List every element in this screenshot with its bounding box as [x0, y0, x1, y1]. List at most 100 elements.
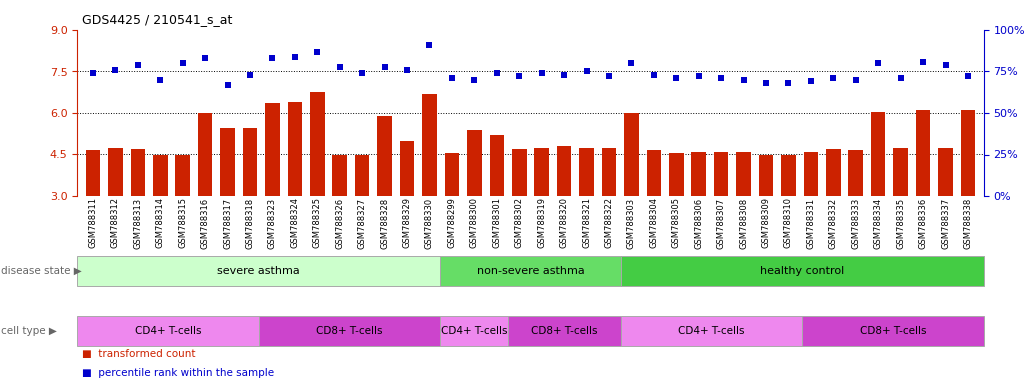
Text: non-severe asthma: non-severe asthma — [477, 266, 584, 276]
Bar — [826, 149, 840, 196]
Point — [152, 77, 169, 83]
Text: CD4+ T-cells: CD4+ T-cells — [679, 326, 745, 336]
Point — [265, 55, 281, 61]
Bar — [893, 147, 907, 196]
Bar — [355, 154, 370, 196]
Bar — [198, 113, 212, 196]
Point — [937, 62, 954, 68]
Point — [623, 60, 640, 66]
Point — [556, 72, 573, 78]
Point — [399, 67, 415, 73]
Bar — [512, 149, 526, 196]
Point — [421, 42, 438, 48]
Point — [174, 60, 191, 66]
Bar — [85, 151, 100, 196]
Text: CD8+ T-cells: CD8+ T-cells — [316, 326, 382, 336]
Text: CD8+ T-cells: CD8+ T-cells — [860, 326, 926, 336]
Bar — [489, 135, 504, 196]
Bar — [243, 128, 258, 196]
Bar — [916, 110, 930, 196]
Bar — [108, 147, 123, 196]
Bar — [422, 94, 437, 196]
Bar — [153, 154, 168, 196]
Bar — [400, 141, 414, 196]
Bar — [265, 103, 280, 196]
Bar — [77, 256, 440, 286]
Point — [467, 77, 483, 83]
Text: CD8+ T-cells: CD8+ T-cells — [531, 326, 597, 336]
Point — [534, 70, 550, 76]
Bar — [131, 149, 145, 196]
Bar — [802, 316, 984, 346]
Bar — [440, 316, 508, 346]
Bar — [557, 146, 572, 196]
Bar — [621, 256, 984, 286]
Text: ■  transformed count: ■ transformed count — [82, 349, 196, 359]
Point — [107, 67, 124, 73]
Text: disease state ▶: disease state ▶ — [1, 266, 81, 276]
Text: severe asthma: severe asthma — [217, 266, 300, 276]
Bar — [714, 152, 728, 196]
Point — [915, 58, 931, 65]
Bar — [467, 129, 482, 196]
Text: CD4+ T-cells: CD4+ T-cells — [135, 326, 201, 336]
Bar — [781, 154, 796, 196]
Bar — [333, 154, 347, 196]
Bar — [602, 147, 616, 196]
Point — [690, 73, 707, 79]
Bar — [77, 316, 259, 346]
Text: CD4+ T-cells: CD4+ T-cells — [441, 326, 507, 336]
Point — [802, 78, 819, 84]
Bar — [691, 152, 706, 196]
Point — [130, 62, 146, 68]
Bar — [440, 256, 621, 286]
Point — [242, 72, 259, 78]
Point — [376, 63, 392, 70]
Bar — [871, 112, 886, 196]
Point — [511, 73, 527, 79]
Point — [848, 77, 864, 83]
Point — [780, 80, 796, 86]
Point — [84, 70, 101, 76]
Point — [646, 72, 662, 78]
Bar — [759, 154, 774, 196]
Point — [870, 60, 887, 66]
Point — [668, 75, 685, 81]
Point — [354, 70, 371, 76]
Point — [892, 75, 908, 81]
Bar — [259, 316, 440, 346]
Bar — [624, 113, 639, 196]
Bar — [938, 147, 953, 196]
Point — [960, 73, 976, 79]
Bar — [175, 154, 190, 196]
Bar — [647, 151, 661, 196]
Point — [825, 75, 842, 81]
Bar — [621, 316, 802, 346]
Bar — [377, 116, 391, 196]
Text: cell type ▶: cell type ▶ — [1, 326, 57, 336]
Point — [332, 63, 348, 70]
Text: GDS4425 / 210541_s_at: GDS4425 / 210541_s_at — [82, 13, 233, 26]
Bar — [736, 152, 751, 196]
Point — [219, 82, 236, 88]
Text: healthy control: healthy control — [760, 266, 845, 276]
Bar — [849, 151, 863, 196]
Bar — [287, 102, 302, 196]
Bar — [445, 153, 459, 196]
Bar — [535, 147, 549, 196]
Bar — [579, 147, 594, 196]
Bar — [220, 128, 235, 196]
Bar — [803, 152, 818, 196]
Point — [600, 73, 617, 79]
Text: ■  percentile rank within the sample: ■ percentile rank within the sample — [82, 368, 275, 378]
Bar — [508, 316, 621, 346]
Point — [444, 75, 460, 81]
Bar — [670, 153, 684, 196]
Point — [488, 70, 505, 76]
Point — [309, 48, 325, 55]
Point — [713, 75, 729, 81]
Point — [758, 80, 775, 86]
Point — [735, 77, 752, 83]
Point — [286, 53, 303, 60]
Point — [578, 68, 594, 74]
